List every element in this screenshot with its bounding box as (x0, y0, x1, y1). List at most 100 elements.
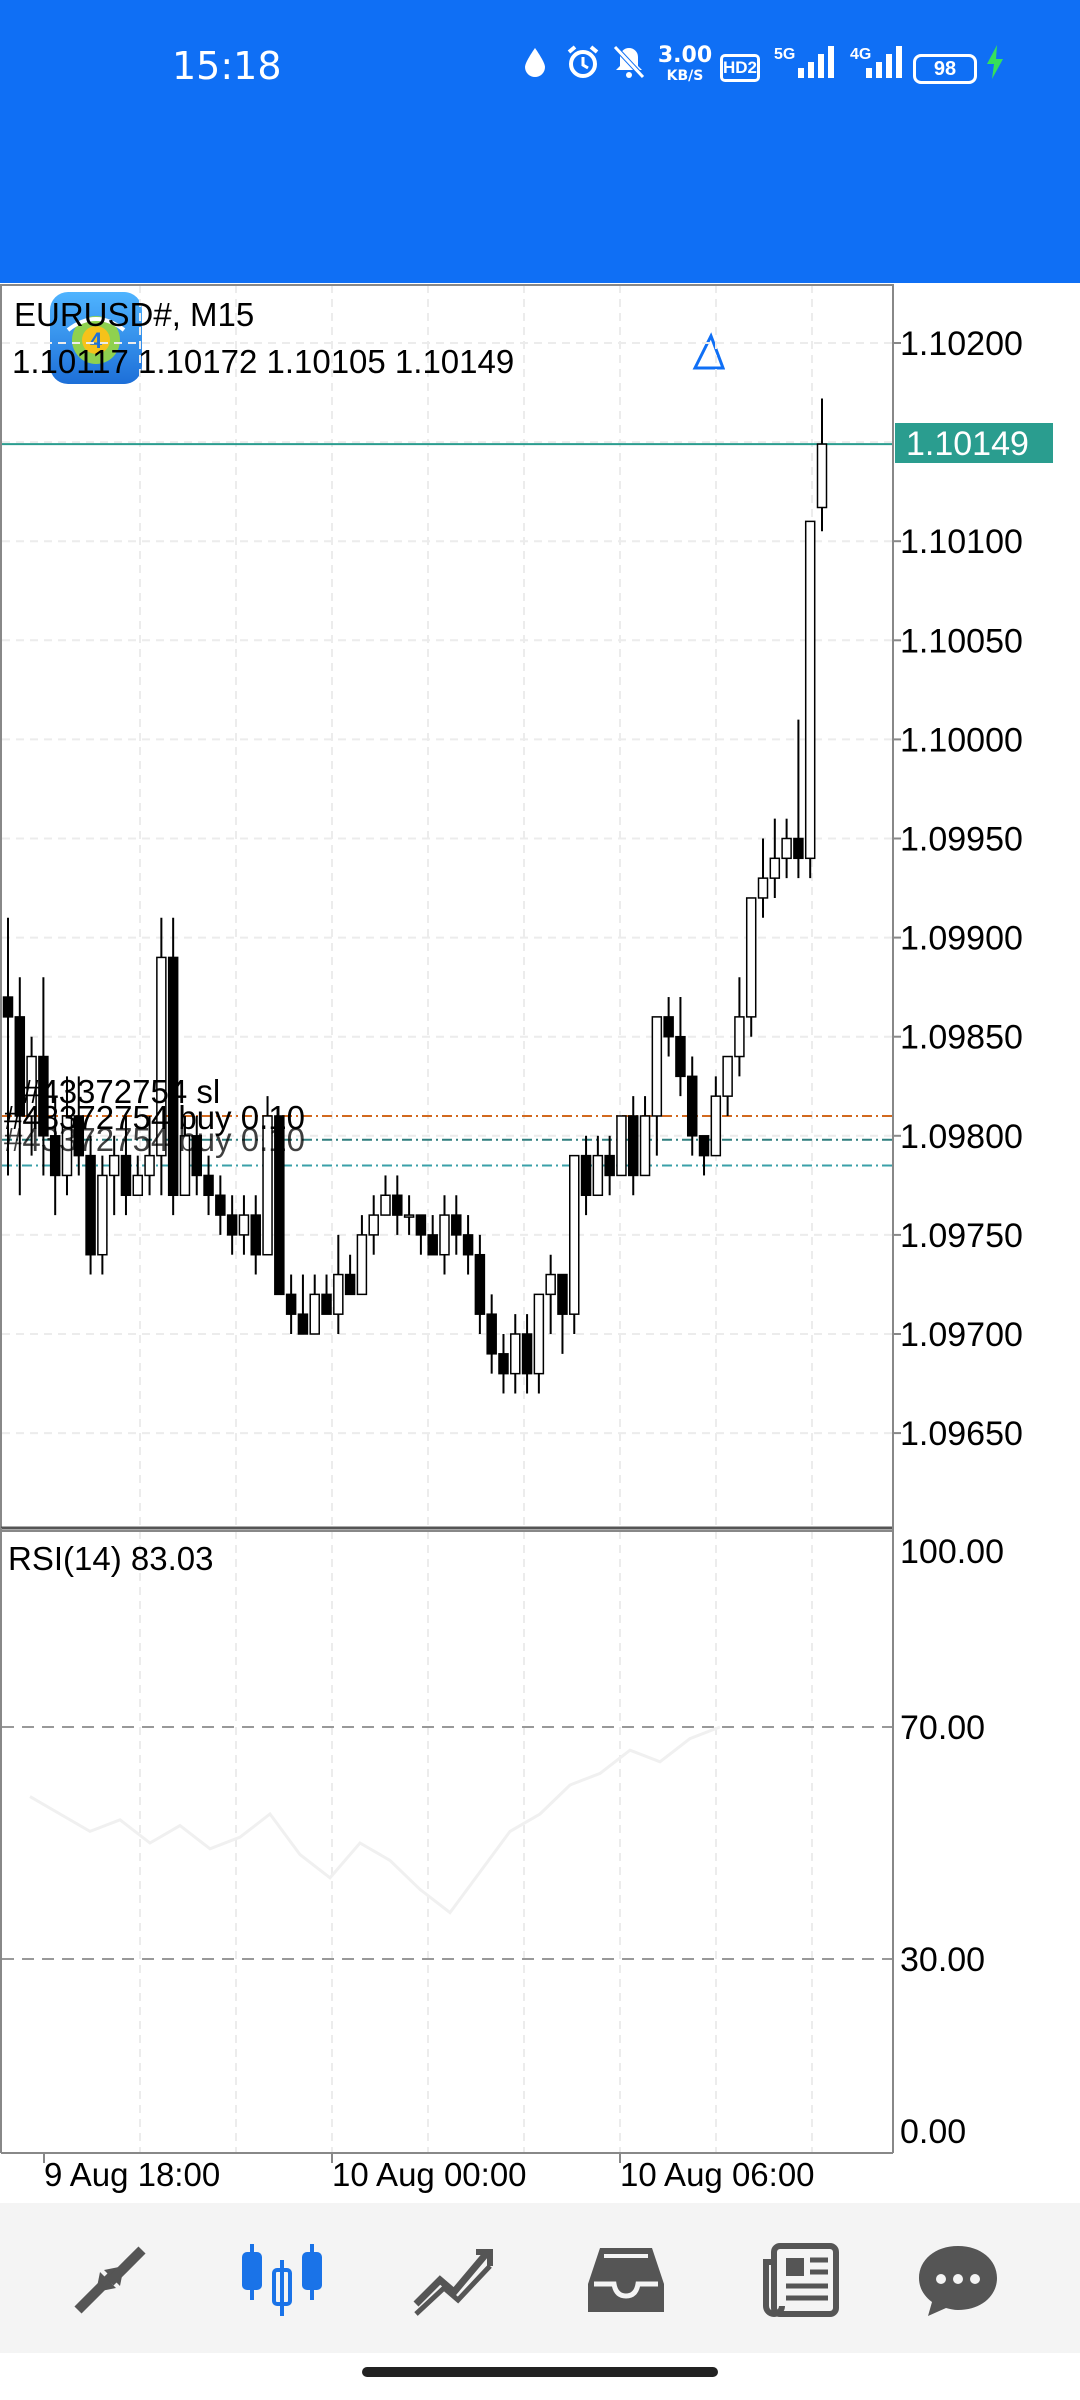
candle-body (462, 1234, 474, 1256)
candle[interactable] (651, 1016, 663, 1156)
candle[interactable] (321, 1274, 332, 1315)
candle[interactable] (368, 1195, 379, 1255)
candle-body (61, 1115, 73, 1177)
menu-button[interactable] (0, 288, 70, 388)
candle[interactable] (781, 818, 792, 879)
candle[interactable] (380, 1175, 391, 1216)
candle[interactable] (533, 1293, 545, 1394)
candle[interactable] (639, 1096, 651, 1177)
candle[interactable] (26, 1036, 37, 1156)
candle[interactable] (462, 1215, 474, 1275)
candle[interactable] (309, 1274, 320, 1335)
candle[interactable] (2, 917, 14, 1176)
candle[interactable] (85, 1135, 96, 1275)
nav-history-button[interactable] (576, 2235, 676, 2325)
candle-body (356, 1234, 368, 1296)
candle[interactable] (427, 1215, 438, 1256)
candle-body (793, 837, 804, 860)
candle[interactable] (49, 1096, 61, 1216)
new-order-button[interactable] (950, 288, 1050, 388)
nav-quotes-button[interactable] (60, 2235, 160, 2325)
candle[interactable] (285, 1274, 297, 1334)
home-indicator[interactable] (362, 2367, 718, 2377)
candle[interactable] (675, 997, 686, 1097)
candle[interactable] (226, 1195, 238, 1255)
candle[interactable] (769, 818, 781, 898)
sim1-network-label: 5G (774, 46, 796, 63)
candle-body (627, 1115, 639, 1177)
candle-body (156, 956, 167, 1157)
candle[interactable] (191, 1115, 203, 1196)
candle[interactable] (333, 1234, 344, 1334)
candle-body (49, 1135, 61, 1177)
candle[interactable] (816, 398, 828, 532)
candle[interactable] (698, 1135, 710, 1176)
order-label-buy-1[interactable]: #43372754 buy 0.10 (4, 1099, 305, 1136)
candle[interactable] (297, 1274, 309, 1335)
candle[interactable] (144, 1115, 155, 1196)
price-chart[interactable]: 1.10200 1.10100 1.10050 1.10000 1.09950 1.099… (0, 283, 1080, 2203)
candle[interactable] (120, 1115, 132, 1216)
candle-body (816, 443, 828, 509)
candle[interactable] (97, 1155, 108, 1275)
candle[interactable] (451, 1195, 462, 1255)
crosshair-button[interactable] (328, 288, 428, 388)
order-label-sl[interactable]: #43372754 sl (22, 1073, 220, 1110)
nav-trade-button[interactable] (402, 2235, 502, 2325)
candle[interactable] (474, 1234, 486, 1334)
candle[interactable] (592, 1135, 604, 1197)
candle[interactable] (238, 1195, 250, 1255)
candle[interactable] (132, 1155, 144, 1197)
candle[interactable] (734, 977, 745, 1077)
candle[interactable] (557, 1273, 568, 1354)
candle[interactable] (344, 1254, 356, 1296)
indicators-button[interactable]: f (482, 288, 582, 388)
candle-body (451, 1214, 462, 1236)
candle[interactable] (179, 1115, 191, 1197)
candle[interactable] (804, 520, 816, 879)
nav-messages-button[interactable] (908, 2235, 1008, 2325)
candle[interactable] (403, 1195, 415, 1235)
candle[interactable] (498, 1334, 509, 1394)
candle[interactable] (415, 1214, 427, 1255)
svg-text:4: 4 (90, 328, 103, 353)
candle[interactable] (745, 897, 757, 1037)
candle[interactable] (167, 917, 179, 1216)
candle[interactable] (38, 977, 49, 1176)
candle[interactable] (710, 1076, 722, 1157)
candle[interactable] (14, 977, 26, 1196)
candle[interactable] (686, 1056, 698, 1156)
candle[interactable] (627, 1096, 639, 1196)
candle[interactable] (580, 1135, 592, 1216)
candle[interactable] (356, 1215, 368, 1296)
current-price-value: 1.10149 (906, 425, 1029, 463)
candle[interactable] (616, 1115, 627, 1177)
nav-chart-button[interactable] (232, 2235, 332, 2325)
candle[interactable] (604, 1135, 615, 1196)
candle[interactable] (392, 1175, 403, 1235)
candle[interactable] (521, 1314, 533, 1394)
candle[interactable] (663, 997, 674, 1057)
candle[interactable] (439, 1195, 450, 1275)
candle[interactable] (793, 719, 804, 879)
chart-area[interactable]: 1.10200 1.10100 1.10050 1.10000 1.09950 1.099… (0, 283, 1080, 2203)
candle[interactable] (486, 1294, 497, 1374)
trade-button[interactable]: $ (795, 288, 895, 388)
candle[interactable] (61, 1076, 73, 1196)
candle[interactable] (250, 1195, 261, 1275)
crosshair-icon (348, 308, 408, 368)
candle[interactable] (722, 1055, 733, 1116)
candle[interactable] (569, 1154, 580, 1334)
order-label-buy-2[interactable]: #43372754 buy 0.10 (4, 1121, 305, 1158)
candle[interactable] (203, 1155, 214, 1216)
candle[interactable] (274, 1115, 285, 1296)
candle[interactable] (510, 1314, 521, 1394)
candle[interactable] (156, 917, 167, 1196)
candle[interactable] (545, 1254, 556, 1334)
candle[interactable] (757, 838, 769, 918)
candle[interactable] (215, 1175, 226, 1235)
nav-news-button[interactable] (750, 2235, 850, 2325)
candle[interactable] (108, 1135, 120, 1216)
candle[interactable] (73, 1076, 85, 1176)
candle[interactable] (262, 1096, 273, 1256)
